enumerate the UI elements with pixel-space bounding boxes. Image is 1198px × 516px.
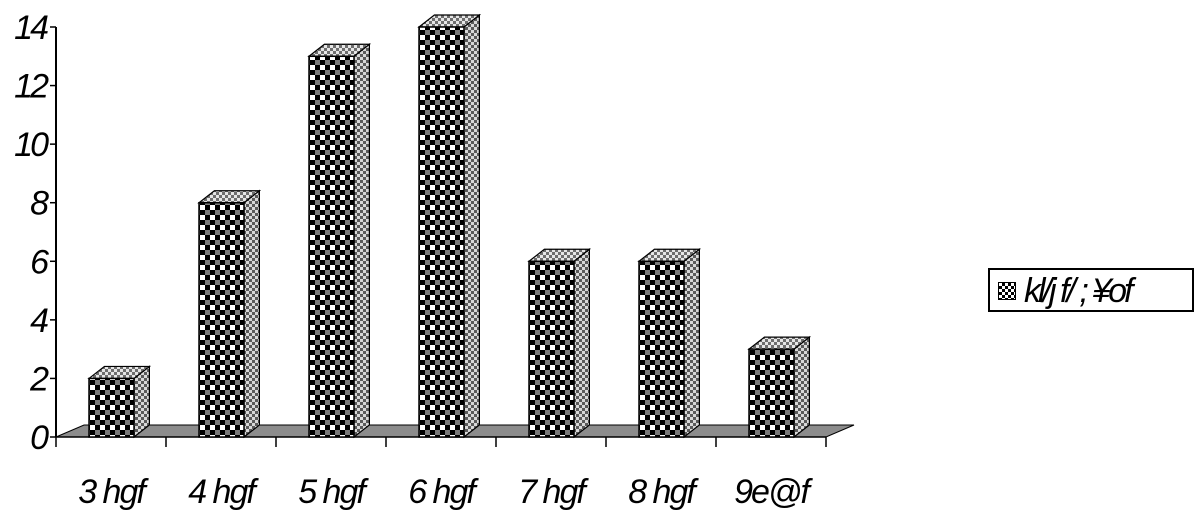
bar — [87, 365, 152, 439]
bar — [637, 248, 702, 439]
bar — [417, 13, 482, 439]
legend-label: kl/j f/ ; ¥of — [1024, 272, 1133, 310]
bar — [747, 335, 812, 439]
y-tick-label: 4 — [30, 302, 48, 340]
x-tick-label: 9e@f — [734, 473, 813, 511]
bar-front — [418, 26, 465, 438]
x-tick-label: 6 hgf — [408, 473, 479, 511]
bar-front — [308, 55, 355, 438]
bar-front — [88, 377, 135, 438]
bar — [307, 43, 372, 439]
bar-front — [748, 348, 795, 438]
legend: kl/j f/ ; ¥of — [988, 268, 1194, 312]
bar-front — [198, 201, 245, 438]
y-tick-label: 10 — [14, 126, 49, 164]
bar-side — [573, 248, 591, 439]
bar-side — [353, 43, 370, 439]
bar-front — [638, 260, 685, 438]
y-tick-label: 8 — [30, 185, 49, 223]
y-tick-label: 12 — [14, 68, 49, 106]
x-tick-label: 8 hgf — [628, 473, 699, 511]
bar-side — [463, 13, 480, 439]
bar — [197, 189, 262, 439]
bar-side — [683, 248, 701, 439]
bar — [527, 248, 592, 439]
y-tick-label: 2 — [29, 360, 49, 398]
x-tick-label: 4 hgf — [188, 473, 259, 511]
x-tick-label: 3 hgf — [78, 473, 149, 511]
x-tick-label: 7 hgf — [518, 473, 589, 511]
x-tick-label: 5 hgf — [298, 473, 369, 511]
y-tick-label: 14 — [14, 9, 48, 47]
bar-front — [528, 260, 575, 438]
legend-swatch — [998, 282, 1016, 300]
bar-side — [243, 189, 260, 439]
y-tick-label: 6 — [30, 243, 49, 281]
y-tick-label: 0 — [30, 419, 49, 457]
bar-side — [793, 335, 811, 439]
